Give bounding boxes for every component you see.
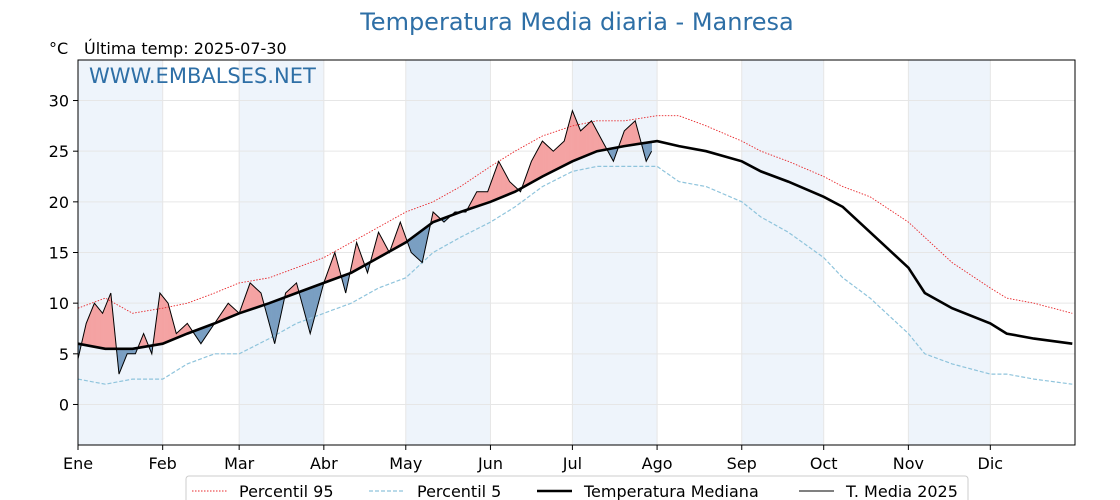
legend-label: Percentil 95 xyxy=(239,482,334,500)
y-unit-label: °C xyxy=(49,39,69,58)
x-tick-label: Nov xyxy=(893,454,924,473)
y-tick-label: 10 xyxy=(49,294,69,313)
y-axis: 0 5 10 15 20 25 30 xyxy=(49,92,78,414)
x-axis: Ene Feb Mar Abr May Jun Jul Ago Sep Oct Nov Dic xyxy=(63,445,1003,473)
legend: Percentil 95 Percentil 5 Temperatura Media… xyxy=(185,475,969,500)
y-tick-label: 30 xyxy=(49,92,69,111)
grid-lines xyxy=(77,60,1075,445)
y-tick-label: 15 xyxy=(49,244,69,263)
y-tick-label: 25 xyxy=(49,142,69,161)
x-tick-label: Dic xyxy=(978,454,1004,473)
x-tick-label: Jul xyxy=(562,454,582,473)
series-line-percentil-5 xyxy=(77,165,1073,385)
x-tick-label: Oct xyxy=(810,454,838,473)
x-tick-label: Ago xyxy=(642,454,673,473)
series-line-percentil-95 xyxy=(77,115,1073,314)
chart-title: Temperatura Media diaria - Manresa xyxy=(360,8,794,36)
x-tick-label: May xyxy=(389,454,422,473)
legend-label: Temperatura Mediana xyxy=(583,482,759,500)
y-tick-label: 5 xyxy=(59,345,69,364)
series-lines xyxy=(77,109,1073,385)
anomaly-fills xyxy=(77,110,652,375)
legend-label: T. Media 2025 xyxy=(845,482,958,500)
x-tick-label: Sep xyxy=(727,454,757,473)
x-tick-label: Jun xyxy=(477,454,503,473)
x-tick-label: Abr xyxy=(310,454,338,473)
x-tick-label: Feb xyxy=(149,454,177,473)
series-line-t-media-2025 xyxy=(77,109,653,375)
last-temp-label: Última temp: 2025-07-30 xyxy=(84,39,287,58)
legend-box xyxy=(185,475,969,500)
x-tick-label: Mar xyxy=(224,454,255,473)
y-tick-label: 20 xyxy=(49,193,69,212)
y-tick-label: 0 xyxy=(59,395,69,414)
legend-label: Percentil 5 xyxy=(417,482,501,500)
watermark: WWW.EMBALSES.NET xyxy=(89,64,316,88)
x-tick-label: Ene xyxy=(63,454,93,473)
